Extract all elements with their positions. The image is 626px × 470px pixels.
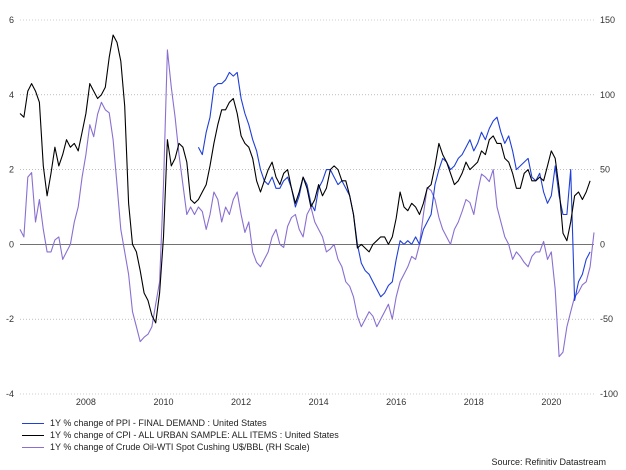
y-tick-right: 50 [600,165,610,175]
x-tick: 2020 [541,397,561,407]
y-tick-left: -2 [6,314,14,324]
legend: 1Y % change of PPI - FINAL DEMAND : Unit… [22,417,339,453]
legend-item-oil: 1Y % change of Crude Oil-WTI Spot Cushin… [22,441,339,453]
legend-swatch-oil [22,446,44,448]
y-tick-right: 150 [600,15,615,25]
y-tick-right: 100 [600,90,615,100]
source-note: Source: Refinitiv Datastream [491,457,606,467]
x-tick: 2008 [76,397,96,407]
y-tick-right: -50 [600,314,613,324]
y-tick-right: 0 [600,239,605,249]
legend-label-cpi: 1Y % change of CPI - ALL URBAN SAMPLE: A… [50,430,339,440]
y-tick-right: -100 [600,389,618,399]
legend-swatch-ppi [22,422,44,424]
legend-item-ppi: 1Y % change of PPI - FINAL DEMAND : Unit… [22,417,339,429]
series-line-cpi [19,34,591,324]
x-tick: 2016 [386,397,406,407]
legend-item-cpi: 1Y % change of CPI - ALL URBAN SAMPLE: A… [22,429,339,441]
legend-swatch-cpi [22,434,44,436]
series-line-ppi [197,71,591,302]
x-tick: 2010 [153,397,173,407]
x-tick: 2012 [231,397,251,407]
y-tick-left: 6 [9,15,14,25]
legend-label-ppi: 1Y % change of PPI - FINAL DEMAND : Unit… [50,418,267,428]
series-line-oil [19,49,595,358]
x-tick: 2014 [309,397,329,407]
x-tick: 2018 [464,397,484,407]
legend-label-oil: 1Y % change of Crude Oil-WTI Spot Cushin… [50,442,310,452]
y-tick-left: -4 [6,389,14,399]
y-tick-left: 2 [9,165,14,175]
y-tick-left: 0 [9,239,14,249]
y-tick-left: 4 [9,90,14,100]
